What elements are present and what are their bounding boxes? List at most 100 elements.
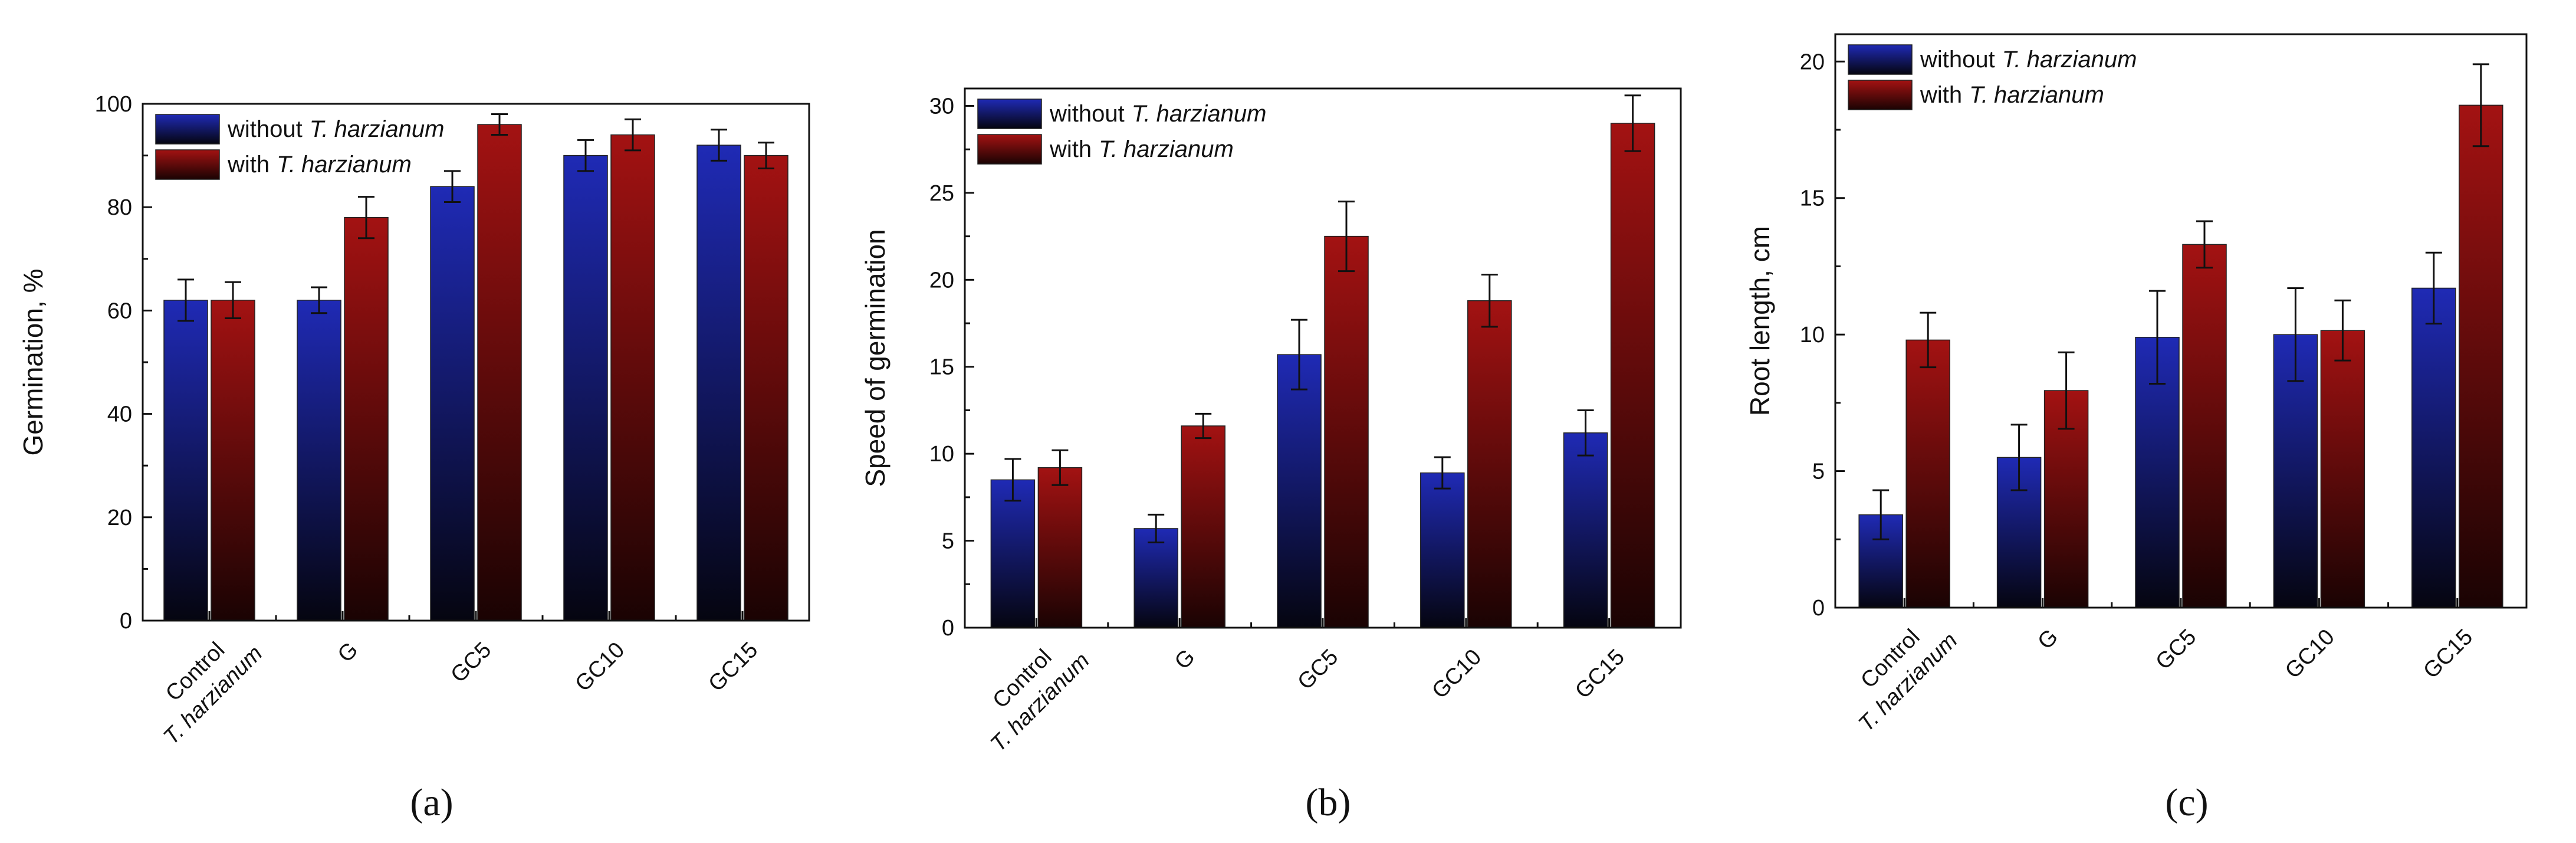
bar-without-g[interactable] — [297, 300, 341, 621]
bar-without-control[interactable] — [990, 479, 1036, 628]
bar-with-control[interactable] — [1905, 339, 1950, 608]
y-tick-label: 15 — [929, 355, 954, 380]
error-bar-without-control — [178, 278, 194, 322]
y-tick-label: 0 — [1812, 596, 1825, 621]
y-tick-label: 20 — [107, 506, 132, 530]
error-bar-without-gc15 — [1577, 409, 1594, 457]
y-tick-label: 10 — [929, 442, 954, 467]
legend-genus: T. — [1099, 136, 1118, 162]
legend: without T. harzianum with T. harzianum — [977, 99, 1266, 165]
error-bar-with-gc10 — [2334, 299, 2351, 362]
error-bar-without-gc15 — [2425, 251, 2442, 325]
error-bar-without-gc10 — [577, 139, 594, 172]
bar-with-g[interactable] — [344, 217, 389, 621]
legend-species: harzianum — [334, 116, 445, 142]
bar-without-control[interactable] — [163, 300, 208, 621]
y-tick-label: 20 — [929, 268, 954, 293]
error-bar-without-control — [1004, 458, 1021, 502]
legend-label-with: with T. harzianum — [1920, 82, 2104, 108]
bar-without-g[interactable] — [1133, 528, 1178, 628]
bar-with-gc15[interactable] — [1610, 123, 1655, 628]
y-tick-label: 5 — [942, 529, 954, 554]
legend-label-with: with T. harzianum — [1049, 136, 1234, 162]
legend-species: harzianum — [1156, 101, 1267, 127]
x-tick-label: GC5 — [446, 638, 496, 688]
bar-without-gc15[interactable] — [2411, 287, 2456, 608]
bar-with-gc5[interactable] — [1324, 235, 1369, 628]
error-bar-with-control — [225, 281, 241, 320]
y-tick-label: 10 — [1800, 323, 1825, 347]
bar-without-gc5[interactable] — [1277, 354, 1322, 628]
error-bar-without-gc15 — [711, 129, 727, 162]
y-tick-label: 80 — [107, 195, 132, 220]
bar-without-gc15[interactable] — [1563, 432, 1608, 628]
legend-label-without: without T. harzianum — [227, 116, 444, 142]
legend-species: harzianum — [301, 152, 412, 178]
bar-with-gc5[interactable] — [477, 124, 522, 621]
error-bar-with-gc5 — [2196, 220, 2213, 269]
x-tick-label: GC10 — [1427, 645, 1486, 704]
error-bar-with-control — [1920, 311, 1937, 369]
legend-genus: T. — [310, 116, 328, 142]
bar-with-gc10[interactable] — [610, 134, 655, 621]
y-tick-label: 20 — [1800, 50, 1825, 74]
error-bar-with-g — [2058, 351, 2075, 430]
error-bar-with-g — [358, 196, 374, 240]
x-tick-label: G — [1170, 645, 1200, 675]
legend-label-with: with T. harzianum — [227, 152, 412, 178]
legend-prefix: without — [227, 116, 303, 142]
bar-with-gc10[interactable] — [2320, 330, 2365, 608]
bar-with-gc15[interactable] — [744, 155, 788, 621]
error-bar-without-gc10 — [2287, 287, 2304, 382]
bar-without-gc10[interactable] — [1420, 472, 1465, 628]
bar-with-g[interactable] — [1181, 425, 1225, 628]
legend-genus: T. — [2002, 47, 2021, 73]
legend-swatch-with — [1848, 80, 1913, 110]
bar-with-control[interactable] — [211, 300, 255, 621]
error-bar-with-gc15 — [2472, 63, 2489, 147]
bar-without-gc10[interactable] — [563, 155, 608, 621]
y-tick-label: 40 — [107, 402, 132, 427]
error-bar-with-gc5 — [491, 113, 508, 136]
legend-swatch-without — [1848, 44, 1913, 75]
error-bar-with-gc5 — [1338, 201, 1355, 273]
legend-prefix: with — [1920, 82, 1962, 108]
y-tick-label: 5 — [1812, 460, 1825, 484]
y-tick-label: 25 — [929, 181, 954, 206]
error-bar-with-control — [1052, 449, 1069, 486]
y-tick-label: 0 — [120, 609, 132, 634]
bar-without-gc5[interactable] — [430, 186, 475, 621]
y-axis-label: Germination, % — [18, 268, 48, 455]
legend-species: harzianum — [1123, 136, 1234, 162]
x-tick-label: GC15 — [704, 638, 763, 697]
x-tick-label: G — [333, 638, 363, 668]
error-bar-without-gc5 — [2149, 290, 2166, 385]
error-bar-without-control — [1872, 489, 1890, 540]
bar-with-gc5[interactable] — [2182, 244, 2227, 608]
error-bar-without-gc10 — [1434, 456, 1451, 490]
legend-prefix: with — [227, 152, 270, 178]
bar-with-control[interactable] — [1037, 467, 1083, 628]
legend-label-without: without T. harzianum — [1049, 101, 1266, 127]
bar-with-gc10[interactable] — [1467, 300, 1512, 628]
x-tick-label: GC5 — [2151, 625, 2201, 675]
legend-prefix: without — [1920, 47, 1995, 73]
legend-genus: T. — [277, 152, 295, 178]
panel-label: (b) — [1306, 781, 1351, 824]
y-tick-label: 100 — [95, 92, 132, 117]
panel-label: (a) — [410, 781, 453, 824]
bar-without-gc15[interactable] — [696, 145, 741, 621]
legend-genus: T. — [1132, 101, 1151, 127]
y-tick-label: 60 — [107, 299, 132, 323]
bar-with-gc15[interactable] — [2459, 104, 2503, 608]
legend-swatch-with — [977, 134, 1042, 165]
legend-swatch-without — [977, 99, 1042, 129]
x-tick-label: GC10 — [2281, 625, 2340, 684]
legend-species: harzianum — [1994, 82, 2104, 108]
